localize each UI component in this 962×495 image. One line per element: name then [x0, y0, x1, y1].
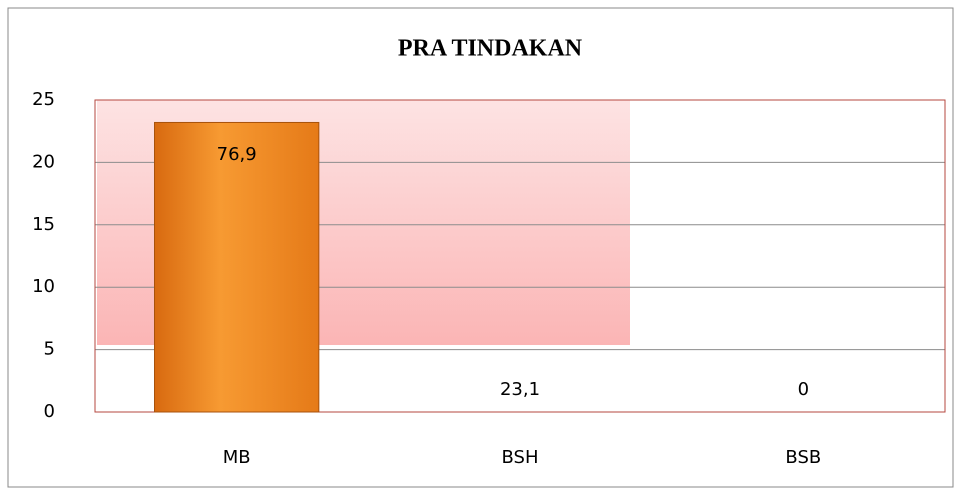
y-tick-label: 5: [44, 339, 55, 360]
y-tick-label: 20: [32, 151, 55, 172]
y-tick-label: 25: [32, 89, 55, 110]
x-tick-label: BSB: [785, 447, 821, 468]
bar: [154, 121, 320, 413]
y-tick-label: 10: [32, 276, 55, 297]
annotation: 23,1: [500, 379, 540, 400]
x-tick-label: MB: [223, 447, 251, 468]
annotation: 76,9: [217, 144, 257, 165]
y-tick-label: 0: [44, 401, 55, 422]
chart-title: PRA TINDAKAN: [398, 36, 583, 62]
plot-border: [94, 99, 946, 413]
annotation: 0: [798, 379, 809, 400]
x-tick-label: BSH: [502, 447, 539, 468]
y-tick-label: 15: [32, 214, 55, 235]
